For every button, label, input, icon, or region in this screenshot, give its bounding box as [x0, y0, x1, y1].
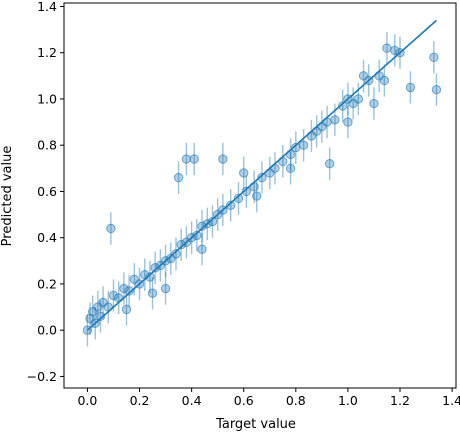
x-tick-label: 0.8 [286, 393, 306, 408]
data-point [252, 191, 262, 201]
data-point [233, 193, 244, 204]
data-point [431, 85, 442, 95]
y-tick-label: −0.2 [27, 369, 57, 384]
data-point [106, 223, 116, 234]
data-point [108, 290, 119, 301]
y-tick-label: 1.2 [37, 45, 57, 60]
data-point [189, 154, 199, 164]
data-point [330, 115, 340, 125]
x-tick-label: 0.6 [234, 393, 254, 408]
data-point [192, 230, 202, 241]
data-point [207, 216, 218, 227]
x-tick-label: 1.4 [442, 393, 460, 408]
data-point [405, 82, 416, 93]
data-point [285, 163, 296, 174]
data-point [147, 288, 158, 298]
y-axis-label: Predicted value [0, 146, 15, 247]
data-point [239, 168, 249, 178]
data-point [225, 200, 236, 211]
y-tick-label: 0.0 [37, 323, 57, 338]
data-point [160, 283, 171, 294]
x-axis-label: Target value [215, 417, 296, 432]
data-point [171, 249, 181, 259]
y-tick-label: 0.8 [37, 138, 57, 153]
y-tick-label: 0.6 [37, 184, 57, 199]
plot-frame [63, 2, 457, 389]
fit-line [86, 19, 437, 331]
data-point [390, 45, 400, 56]
data-point [145, 272, 155, 282]
data-point [241, 186, 252, 197]
y-tick-label: 0.2 [37, 276, 57, 291]
fit-line-group [86, 19, 437, 331]
data-point [379, 75, 390, 86]
y-axis-ticks: −0.2 0.0 0.2 0.4 0.6 0.8 1.0 1.2 1.4 [27, 0, 64, 384]
plot-background [64, 3, 456, 388]
data-point [173, 172, 184, 183]
data-point [218, 154, 228, 164]
x-tick-label: 1.0 [338, 393, 358, 408]
x-axis-ticks: 0.0 0.2 0.4 0.6 0.8 1.0 1.2 1.4 [77, 388, 460, 408]
data-point [176, 239, 186, 250]
y-tick-label: 1.4 [37, 0, 57, 14]
data-point [181, 154, 192, 164]
data-point [150, 263, 160, 273]
data-point [197, 221, 207, 231]
data-point [119, 283, 129, 294]
data-point [95, 311, 106, 322]
data-point [382, 43, 392, 53]
data-point [124, 286, 134, 296]
data-point [121, 304, 132, 315]
data-point [369, 98, 379, 109]
data-point [343, 117, 353, 127]
data-point [429, 52, 439, 63]
x-tick-label: 0.2 [130, 393, 150, 408]
data-point [353, 94, 364, 104]
y-tick-label: 1.0 [37, 91, 57, 106]
data-point [197, 244, 207, 254]
data-point [337, 101, 348, 111]
x-tick-label: 1.2 [390, 393, 410, 408]
y-tick-label: 0.4 [37, 230, 57, 245]
data-point [324, 159, 335, 169]
x-tick-label: 0.4 [182, 393, 202, 408]
data-point [257, 172, 267, 183]
x-tick-label: 0.0 [77, 393, 97, 408]
data-point [298, 140, 309, 150]
